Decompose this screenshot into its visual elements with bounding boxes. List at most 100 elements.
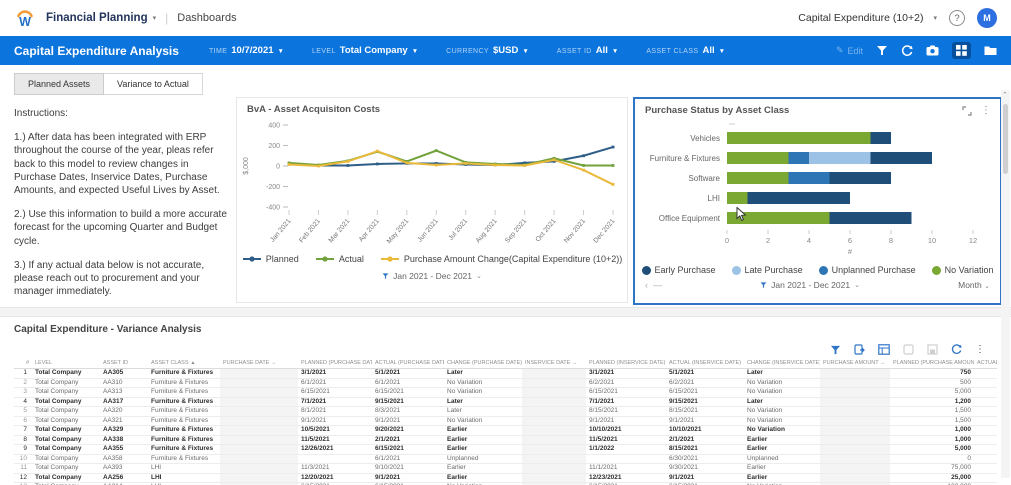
column-header[interactable]: PLANNED (PURCHASE DATE) bbox=[298, 358, 372, 369]
table-cell: No Variation bbox=[444, 378, 522, 388]
scroll-up-icon[interactable]: ⌃ bbox=[1002, 92, 1008, 99]
legend-item-early-purchase[interactable]: Early Purchase bbox=[641, 265, 716, 275]
table-cell: 6/15/2021 bbox=[586, 387, 666, 398]
table-row[interactable]: 2 Total Company AA310 Furniture & Fixtures 6… bbox=[14, 378, 997, 388]
table-row[interactable]: 8 Total Company AA338 Furniture & Fixtures 1… bbox=[14, 435, 997, 445]
instructions-step-2: 2.) Use this information to build a more… bbox=[14, 209, 227, 247]
table-cell: 8/15/2021 bbox=[586, 406, 666, 417]
app-menu[interactable]: Financial Planning bbox=[46, 12, 148, 24]
purchase-status-time-range-selector[interactable]: Jan 2021 - Dec 2021 ⌄ bbox=[662, 280, 958, 290]
edit-button[interactable]: ✎ Edit bbox=[835, 45, 863, 56]
table-save-button[interactable] bbox=[927, 344, 938, 355]
user-avatar[interactable]: M bbox=[977, 8, 997, 28]
table-row[interactable]: 12 Total Company AA256 LHI 12/20/2021 9/1/202… bbox=[14, 473, 997, 483]
column-header[interactable]: ACTUAL (PURCHASE DATE) bbox=[372, 358, 444, 369]
funnel-icon bbox=[830, 345, 841, 354]
table-row[interactable]: 3 Total Company AA313 Furniture & Fixtures 6… bbox=[14, 387, 997, 398]
legend-item-actual[interactable]: Actual bbox=[315, 254, 364, 264]
table-cell: No Variation bbox=[744, 425, 820, 436]
chevron-down-icon[interactable]: ▾ bbox=[152, 15, 157, 22]
column-header[interactable]: PURCHASE DATE → bbox=[220, 358, 298, 369]
filter-button[interactable] bbox=[876, 45, 888, 56]
expand-icon[interactable] bbox=[962, 105, 972, 116]
svg-text:Aug 2021: Aug 2021 bbox=[475, 218, 499, 245]
table-display-options-button[interactable] bbox=[878, 344, 890, 355]
breadcrumb-dashboards[interactable]: Dashboards bbox=[177, 12, 237, 24]
legend-item-no-variation[interactable]: No Variation bbox=[931, 265, 994, 275]
column-header[interactable]: # bbox=[14, 358, 32, 369]
chevron-down-icon: ▾ bbox=[933, 15, 937, 22]
table-cell bbox=[220, 368, 298, 379]
filter-asset-class[interactable]: ASSET CLASS All ▼ bbox=[646, 45, 726, 56]
table-cell: AA358 bbox=[100, 454, 148, 464]
legend-item-purchase-amount-change[interactable]: Purchase Amount Change(Capital Expenditu… bbox=[380, 254, 622, 264]
table-cell: Earlier bbox=[444, 435, 522, 445]
column-header[interactable]: CHANGE (INSERVICE DATE) bbox=[744, 358, 820, 369]
legend-item-unplanned-purchase[interactable]: Unplanned Purchase bbox=[818, 265, 916, 275]
chart-pager[interactable]: ‹ — bbox=[645, 280, 662, 290]
table-kebab-menu-icon[interactable]: ⋮ bbox=[975, 343, 985, 355]
table-undo-button[interactable] bbox=[903, 344, 914, 355]
column-header[interactable]: PLANNED (PURCHASE AMOUNT) bbox=[890, 358, 974, 369]
table-row[interactable]: 5 Total Company AA320 Furniture & Fixtures 8… bbox=[14, 406, 997, 417]
column-header[interactable]: INSERVICE DATE → bbox=[522, 358, 586, 369]
legend-item-planned[interactable]: Planned bbox=[242, 254, 299, 264]
table-cell bbox=[522, 387, 586, 398]
tab-variance-to-actual[interactable]: Variance to Actual bbox=[104, 73, 203, 95]
folder-button[interactable] bbox=[984, 45, 997, 56]
folder-icon bbox=[984, 46, 997, 55]
bva-time-range-selector[interactable]: Jan 2021 - Dec 2021 ⌄ bbox=[237, 271, 627, 281]
column-header[interactable]: LEVEL bbox=[32, 358, 100, 369]
table-refresh-button[interactable] bbox=[951, 344, 962, 355]
table-row[interactable]: 11 Total Company AA393 LHI 11/3/2021 9/10/202… bbox=[14, 463, 997, 474]
table-cell bbox=[220, 463, 298, 474]
table-cell bbox=[974, 463, 997, 474]
table-cell: Furniture & Fixtures bbox=[148, 406, 220, 417]
table-row[interactable]: 13Total CompanyAA214LHI6/15/20216/15/202… bbox=[14, 482, 997, 485]
filter-currency[interactable]: CURRENCY $USD ▼ bbox=[446, 45, 529, 56]
svg-text:4: 4 bbox=[807, 236, 811, 245]
table-cell: Later bbox=[744, 368, 820, 379]
scrollbar-thumb[interactable] bbox=[1003, 104, 1008, 174]
dashboard-selector[interactable]: Capital Expenditure (10+2) ▾ bbox=[798, 12, 937, 24]
table-cell: Earlier bbox=[444, 425, 522, 436]
table-row[interactable]: 10 Total Company AA358 Furniture & Fixtures… bbox=[14, 454, 997, 464]
column-header[interactable]: ACTUAL (INSERVICE DATE) bbox=[666, 358, 744, 369]
dashboard-header: Capital Expenditure Analysis TIME 10/7/20… bbox=[0, 36, 1011, 65]
tab-planned-assets[interactable]: Planned Assets bbox=[14, 73, 105, 95]
table-row[interactable]: 4 Total Company AA317 Furniture & Fixtures 7… bbox=[14, 397, 997, 407]
table-row[interactable]: 9 Total Company AA355 Furniture & Fixtures 1… bbox=[14, 444, 997, 455]
filter-level[interactable]: LEVEL Total Company ▼ bbox=[311, 45, 419, 56]
column-header[interactable]: PLANNED (INSERVICE DATE) bbox=[586, 358, 666, 369]
column-header[interactable]: PURCHASE AMOUNT → bbox=[820, 358, 890, 369]
table-filter-button[interactable] bbox=[830, 345, 841, 355]
svg-text:Vehicles: Vehicles bbox=[690, 134, 720, 143]
column-header[interactable]: CHANGE (PURCHASE DATE) bbox=[444, 358, 522, 369]
filter-asset-id[interactable]: ASSET ID All ▼ bbox=[556, 45, 619, 56]
chevron-down-icon: ▼ bbox=[718, 48, 726, 55]
grid-view-button[interactable] bbox=[952, 42, 971, 59]
table-cell: 1,000 bbox=[890, 435, 974, 445]
column-header[interactable]: ASSET ID bbox=[100, 358, 148, 369]
snapshot-button[interactable] bbox=[926, 45, 939, 56]
table-row[interactable]: 7 Total Company AA329 Furniture & Fixtures 1… bbox=[14, 425, 997, 436]
table-cell bbox=[974, 425, 997, 436]
table-export-button[interactable] bbox=[854, 344, 865, 355]
refresh-button[interactable] bbox=[901, 44, 913, 57]
table-cell: 11/3/2021 bbox=[298, 463, 372, 474]
legend-dot bbox=[931, 265, 941, 275]
table-row[interactable]: 6 Total Company AA321 Furniture & Fixtures 9… bbox=[14, 416, 997, 426]
filter-time[interactable]: TIME 10/7/2021 ▼ bbox=[208, 45, 284, 56]
column-header[interactable]: ACTUAL bbox=[974, 358, 997, 369]
legend-marker bbox=[242, 256, 261, 262]
column-header[interactable]: ASSET CLASS ▲ bbox=[148, 358, 220, 369]
chevron-down-icon: ▼ bbox=[277, 48, 284, 55]
kebab-menu-icon[interactable]: ⋮ bbox=[981, 104, 991, 116]
granularity-selector[interactable]: Month ⌄ bbox=[958, 280, 990, 290]
help-button[interactable]: ? bbox=[949, 10, 965, 26]
legend-item-late-purchase[interactable]: Late Purchase bbox=[731, 265, 803, 275]
table-cell bbox=[820, 463, 890, 474]
table-row[interactable]: 1 Total Company AA305 Furniture & Fixtures 3… bbox=[14, 368, 997, 379]
table-cell bbox=[220, 444, 298, 455]
page-scrollbar[interactable]: ⌃ bbox=[1001, 90, 1010, 478]
